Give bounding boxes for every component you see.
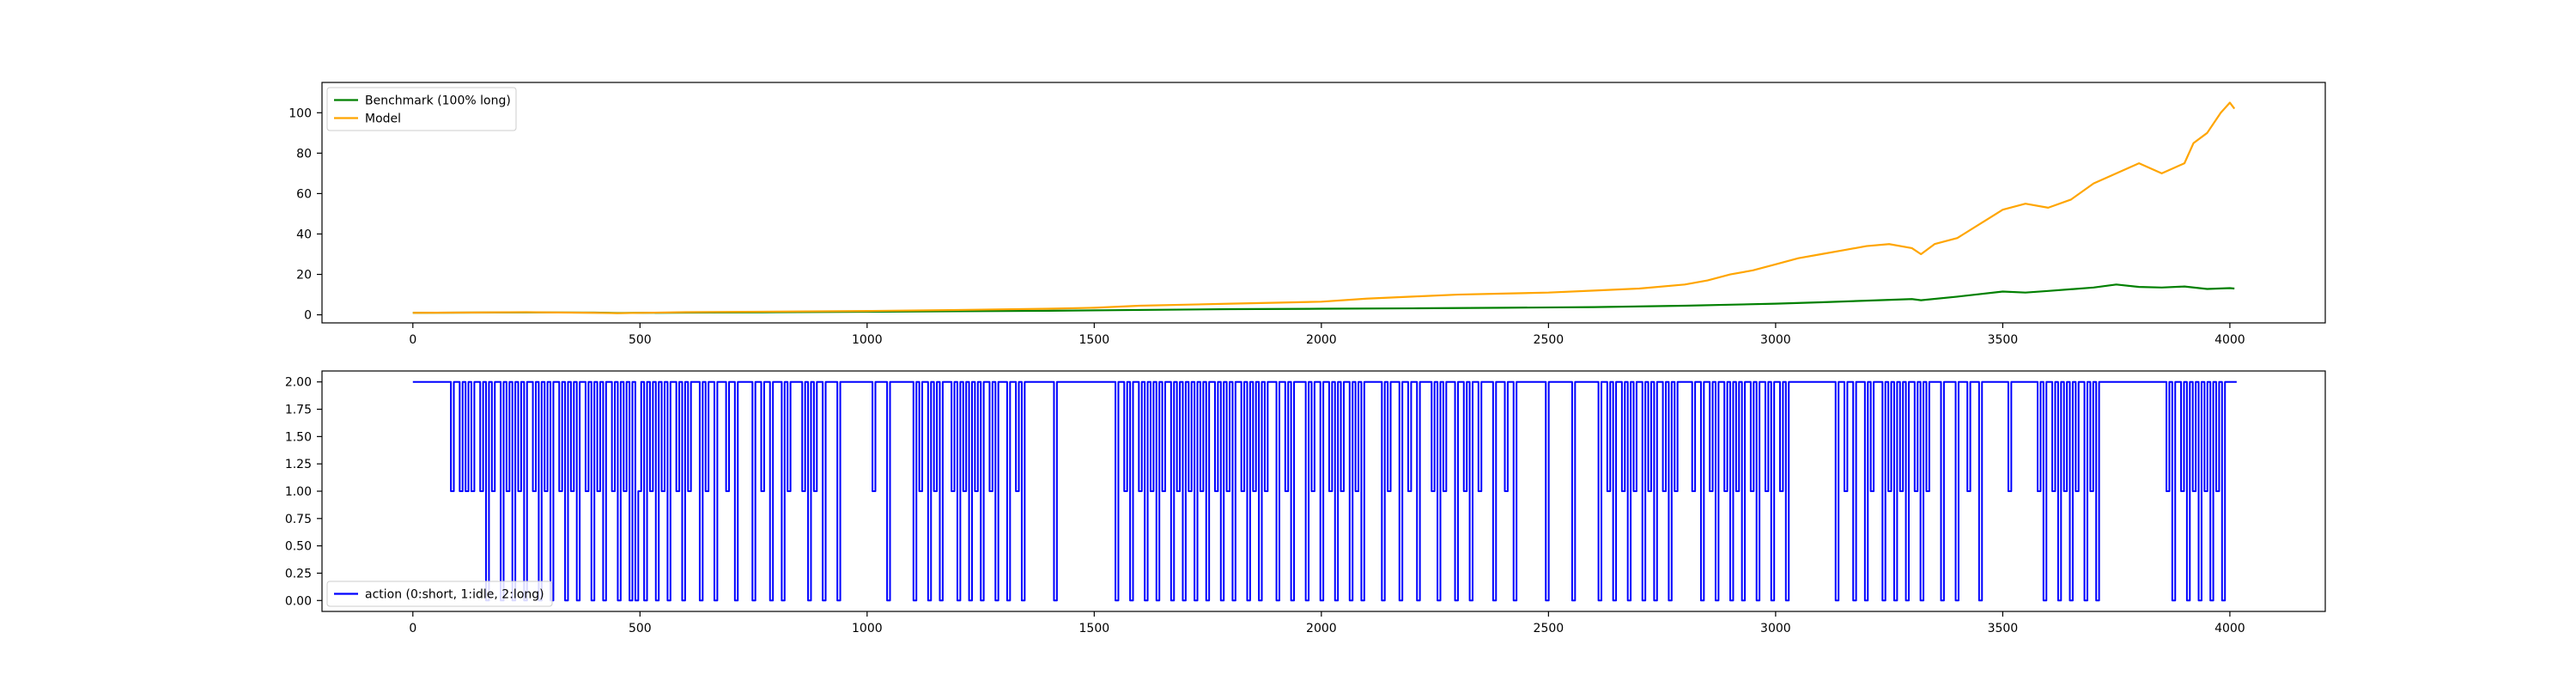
price-chart-panel: 0 500 1000 1500 2000 2500 3000 3500 4000 0 20 40 60 8… [289,82,2326,347]
x-tick-label: 2500 [1534,333,1564,347]
legend-label-1: Benchmark (100% long) [365,94,511,108]
x-tick-label: 1500 [1079,333,1110,347]
y-tick-label: 2.00 [285,376,312,390]
x-tick-label: 2500 [1534,622,1564,635]
x-tick-label: 0 [409,333,416,347]
y-tick-label: 0.25 [285,567,312,581]
series-group [412,380,2237,602]
legend-label-2: Model [365,112,401,126]
series-line-2 [412,101,2236,314]
legend-label-1: action (0:short, 1:idle, 2:long) [365,588,544,602]
y-tick-label: 0.75 [285,513,312,526]
y-tick-label: 60 [296,187,312,201]
x-tick-label: 3000 [1760,622,1791,635]
axes-frame [321,82,2326,324]
y-tick-label: 0.50 [285,540,312,554]
x-tick-label: 3000 [1760,333,1791,347]
x-tick-label: 2000 [1306,622,1337,635]
x-tick-label: 1000 [852,333,883,347]
y-tick-label: 1.75 [285,404,312,417]
y-tick-label: 20 [296,269,312,283]
x-tick-label: 500 [629,622,652,635]
y-tick-label: 1.50 [285,430,312,444]
y-tick-label: 80 [296,147,312,161]
x-tick-label: 4000 [2215,622,2245,635]
x-tick-label: 2000 [1306,333,1337,347]
y-tick-label: 100 [289,106,312,120]
y-tick-label: 1.25 [285,458,312,471]
series-line-1 [412,380,2237,602]
y-tick-label: 0.00 [285,594,312,608]
legend: Benchmark (100% long) Model [326,87,517,131]
y-tick-label: 40 [296,228,312,241]
x-tick-label: 0 [409,622,416,635]
y-tick-label: 1.00 [285,485,312,499]
series-group [412,101,2236,314]
y-tick-label: 0 [304,309,312,323]
legend: action (0:short, 1:idle, 2:long) [326,581,553,607]
action-chart-panel: 0 500 1000 1500 2000 2500 3000 3500 4000 0.00 0.25… [285,370,2326,635]
legend-box [326,87,517,131]
x-tick-label: 3500 [1988,622,2019,635]
x-tick-label: 1000 [852,622,883,635]
x-tick-label: 1500 [1079,622,1110,635]
x-tick-label: 500 [629,333,652,347]
x-tick-label: 3500 [1988,333,2019,347]
legend-box [326,581,553,607]
x-tick-label: 4000 [2215,333,2245,347]
